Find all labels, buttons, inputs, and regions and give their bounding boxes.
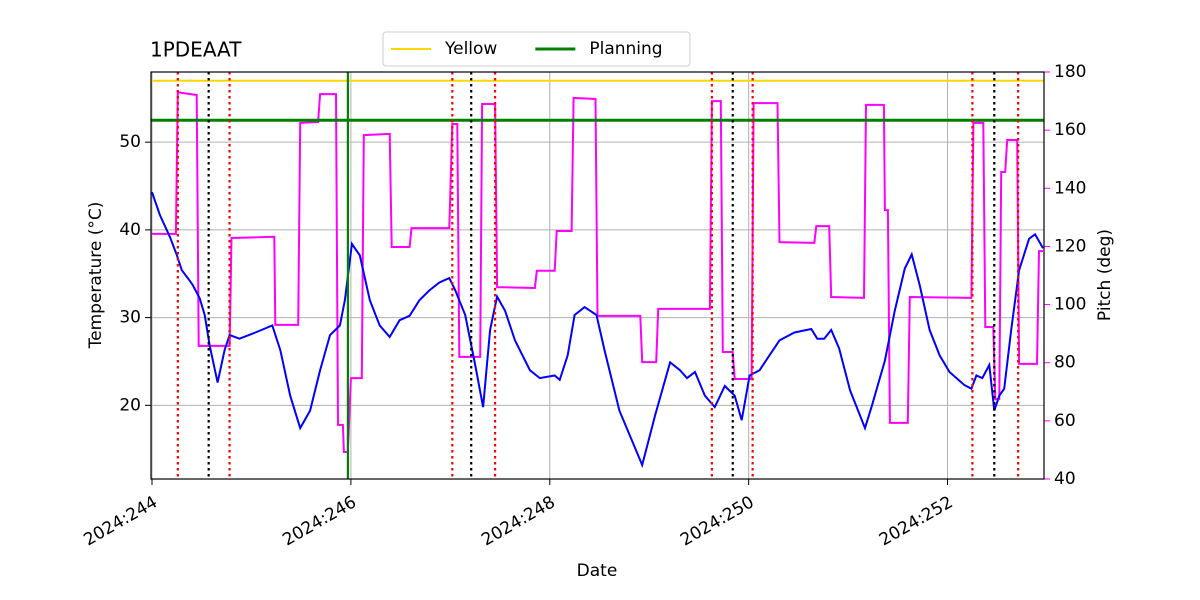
plot-area — [151, 72, 1044, 479]
y2-tick-label: 100 — [1054, 295, 1086, 315]
x-axis-label: Date — [577, 561, 618, 581]
y2-axis-label: Pitch (deg) — [1095, 229, 1115, 321]
y2-tick-label: 60 — [1054, 411, 1076, 431]
y-tick-label: 50 — [119, 132, 141, 152]
legend-label: Yellow — [444, 39, 497, 59]
x-tick-label: 2024:246 — [279, 492, 360, 550]
y2-tick-label: 120 — [1054, 236, 1086, 256]
y-axis-label: Temperature (°C) — [86, 202, 106, 350]
y-tick-label: 30 — [119, 308, 141, 328]
y2-tick-label: 160 — [1054, 120, 1086, 140]
x-tick-label: 2024:250 — [677, 492, 758, 550]
y2-tick-label: 80 — [1054, 353, 1076, 373]
x-tick-label: 2024:252 — [876, 492, 957, 550]
plot-frame — [150, 71, 1045, 480]
y-tick-label: 40 — [119, 220, 141, 240]
chart-title: 1PDEAAT — [150, 38, 242, 62]
x-tick-label: 2024:244 — [80, 492, 161, 550]
legend-label: Planning — [589, 39, 662, 59]
y-tick-label: 20 — [119, 395, 141, 415]
y2-tick-label: 180 — [1054, 62, 1086, 82]
y2-tick-label: 140 — [1054, 178, 1086, 198]
series-line — [152, 90, 1043, 453]
y2-tick-label: 40 — [1054, 469, 1076, 489]
series-line — [151, 191, 1044, 469]
x-tick-label: 2024:248 — [478, 492, 559, 550]
